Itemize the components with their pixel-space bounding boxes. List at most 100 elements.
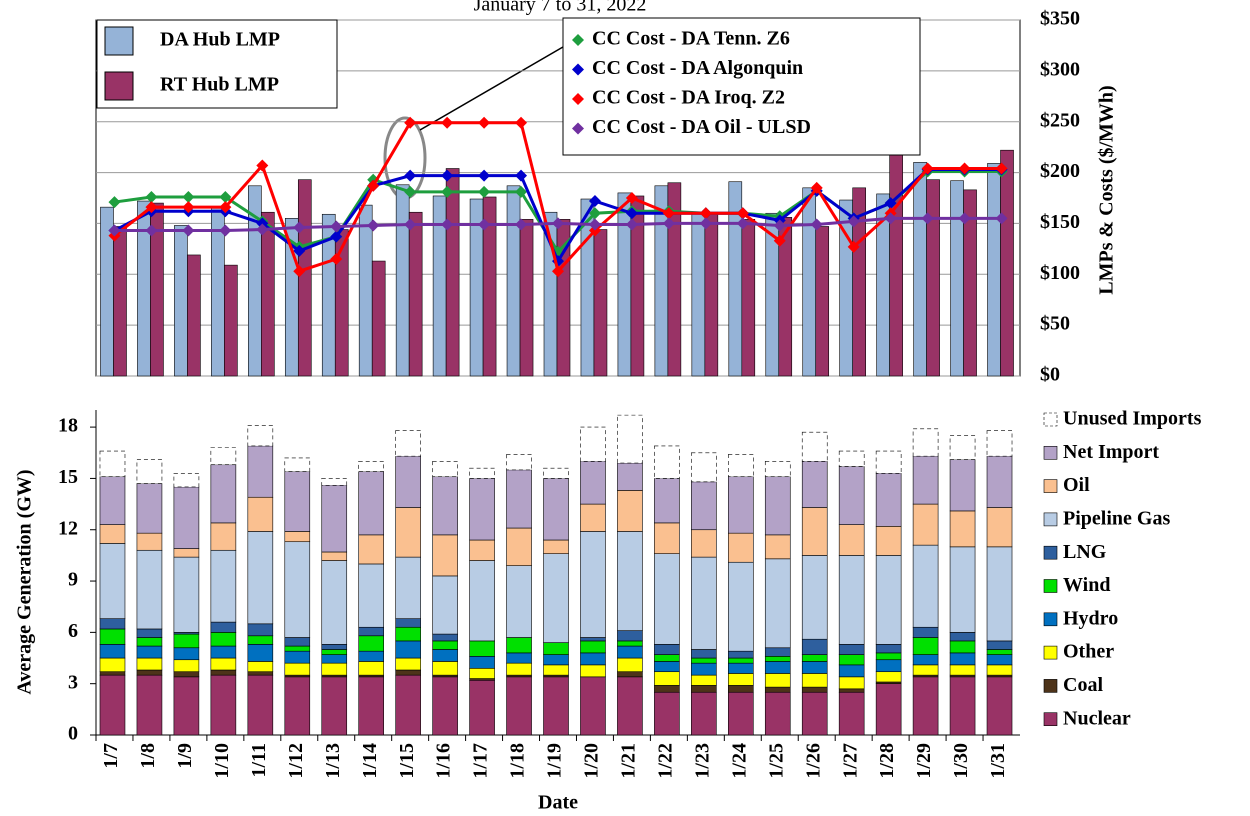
legend-marker [572,63,584,76]
line-marker [145,190,158,203]
bar-segment [247,661,274,673]
bar-segment [986,455,1013,508]
bar-segment [321,551,348,561]
bar-segment [543,539,569,554]
bar-segment [727,650,754,659]
bar-segment [875,526,902,556]
bar-segment [654,553,680,645]
bar-segment [617,657,643,673]
bar-segment [986,640,1013,650]
bar-segment [136,459,163,484]
bar-segment [469,667,495,679]
line-marker [699,207,712,220]
bar-segment [210,522,237,551]
line-marker [588,195,601,208]
bar-segment [99,671,126,676]
bar-segment [173,676,200,736]
bar-segment [580,637,606,642]
line-marker [367,219,380,232]
bar-segment [210,632,237,647]
line-marker [404,169,417,182]
bar-segment [173,633,200,649]
bar-segment [838,524,865,556]
bar-segment [358,461,385,472]
bar-segment [912,654,939,666]
bar-segment [949,435,976,460]
bar-segment [506,676,532,736]
legend-swatch [1043,612,1058,627]
legend-swatch [1043,679,1058,693]
bar-segment [432,476,458,536]
bar-segment [912,503,939,546]
line-marker [441,218,454,231]
bar-segment [764,476,791,536]
bar-segment [247,623,274,637]
bar-segment [654,671,680,686]
bar-segment [764,656,791,662]
bar-segment [136,483,163,534]
bar [889,147,903,377]
bar-segment [395,674,421,736]
legend-swatch [1043,545,1058,560]
bar-segment [691,649,717,659]
x-tick-label: 1/13 [322,743,344,779]
bar-segment [358,471,385,536]
bar-segment [986,546,1013,642]
line-marker [552,217,564,230]
bar-segment [654,685,680,693]
bar-segment [691,481,717,531]
bar-segment [173,472,200,488]
line-marker [478,218,491,231]
bar-segment [838,676,865,690]
bar-segment [801,461,828,508]
bar-segment [247,644,274,662]
legend-swatch [1043,445,1058,460]
bar [482,196,497,377]
bar-segment [691,674,717,686]
bar-segment [210,645,237,659]
bar [150,202,164,377]
bar-segment [99,543,126,619]
line-marker [847,215,860,228]
bar-segment [764,558,791,649]
bar-segment [912,544,939,628]
bar-segment [617,671,643,678]
bar-segment [617,640,643,647]
bar-segment [469,467,495,479]
bar-segment [691,556,717,650]
line-marker [293,221,306,234]
bar-segment [727,454,754,478]
bar-segment [912,637,939,655]
legend-swatch [104,71,134,101]
bar-segment [949,640,976,654]
bar-segment [764,691,791,736]
bar-segment [432,640,458,650]
bar-segment [358,626,385,637]
bar-segment [801,673,828,688]
line-marker [441,169,454,182]
bar-segment [210,674,237,736]
bar-segment [136,674,163,736]
bar-segment [395,618,421,628]
bar-segment [617,630,643,642]
bar-segment [838,664,865,678]
line-marker [958,162,971,175]
bar [963,189,977,377]
bar-segment [838,555,865,645]
bar-segment [210,549,237,623]
bar [113,226,127,377]
bar-segment [395,669,421,676]
bar-segment [875,683,902,736]
bar-segment [395,556,421,619]
bar-segment [284,457,311,472]
x-tick-label: 1/8 [137,743,159,769]
bar-segment [801,638,828,655]
line-marker [958,212,971,225]
bar-segment [136,549,163,630]
line-marker [921,212,934,225]
bar [950,180,964,377]
bar-segment [432,661,458,676]
bar-segment [99,644,126,659]
legend-label: Pipeline Gas [1063,507,1170,529]
